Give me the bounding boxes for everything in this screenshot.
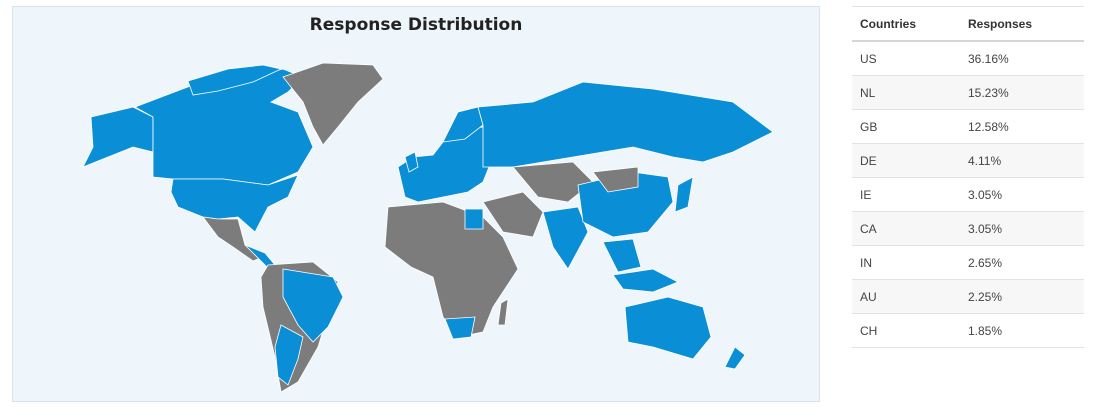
table-body: US 36.16% NL 15.23% GB 12.58% DE 4.11% IE 3.0… <box>852 41 1084 348</box>
country-russia[interactable] <box>477 81 774 168</box>
countries-header[interactable]: Countries <box>852 6 968 42</box>
region-southeast-asia[interactable] <box>602 238 642 273</box>
table-row: US 36.16% <box>852 41 1084 76</box>
table-row: NL 15.23% <box>852 75 1084 110</box>
table-row: DE 4.11% <box>852 143 1084 178</box>
country-greenland[interactable] <box>282 62 384 146</box>
table-row: IN 2.65% <box>852 245 1084 280</box>
country-japan[interactable] <box>674 176 694 213</box>
table-row: AU 2.25% <box>852 279 1084 314</box>
country-cell: AU <box>852 279 968 314</box>
responses-cell: 15.23% <box>967 75 1084 110</box>
country-south-africa[interactable] <box>444 316 476 340</box>
country-cell: IN <box>852 245 968 280</box>
responses-cell: 36.16% <box>967 41 1084 76</box>
table-header-row: Countries Responses <box>852 6 1084 42</box>
country-cell: IE <box>852 177 968 212</box>
map-title: Response Distribution <box>309 15 523 35</box>
country-brazil[interactable] <box>282 268 344 343</box>
table-row: GB 12.58% <box>852 109 1084 144</box>
country-us[interactable] <box>170 174 299 233</box>
responses-cell: 2.25% <box>967 279 1084 314</box>
country-canada-islands[interactable] <box>187 64 283 96</box>
responses-header[interactable]: Responses <box>967 6 1084 42</box>
responses-cell: 3.05% <box>967 177 1084 212</box>
country-mongolia[interactable] <box>592 166 639 193</box>
country-china[interactable] <box>577 171 674 238</box>
table-row: CH 1.85% <box>852 313 1084 348</box>
country-cell: CH <box>852 313 968 348</box>
responses-cell: 2.65% <box>967 245 1084 280</box>
region-indonesia[interactable] <box>612 268 679 293</box>
country-madagascar[interactable] <box>497 298 509 326</box>
responses-table: Countries Responses US 36.16% NL 15.23% GB… <box>852 6 1084 348</box>
table-row: IE 3.05% <box>852 177 1084 212</box>
world-map-panel: Response Distribution <box>12 6 820 402</box>
country-alaska[interactable] <box>82 106 154 168</box>
responses-cell: 1.85% <box>967 313 1084 348</box>
table-row: CA 3.05% <box>852 211 1084 246</box>
region-middle-east[interactable] <box>482 191 544 238</box>
country-gb-ie[interactable] <box>404 151 419 173</box>
responses-cell: 12.58% <box>967 109 1084 144</box>
country-cell: GB <box>852 109 968 144</box>
country-cell: US <box>852 41 968 76</box>
country-cell: DE <box>852 143 968 178</box>
country-new-zealand[interactable] <box>724 346 746 370</box>
country-cell: CA <box>852 211 968 246</box>
country-india[interactable] <box>542 206 589 270</box>
responses-cell: 4.11% <box>967 143 1084 178</box>
country-argentina[interactable] <box>274 324 304 386</box>
world-map <box>82 62 774 393</box>
country-australia[interactable] <box>624 296 712 360</box>
responses-cell: 3.05% <box>967 211 1084 246</box>
country-egypt[interactable] <box>464 208 484 230</box>
country-cell: NL <box>852 75 968 110</box>
